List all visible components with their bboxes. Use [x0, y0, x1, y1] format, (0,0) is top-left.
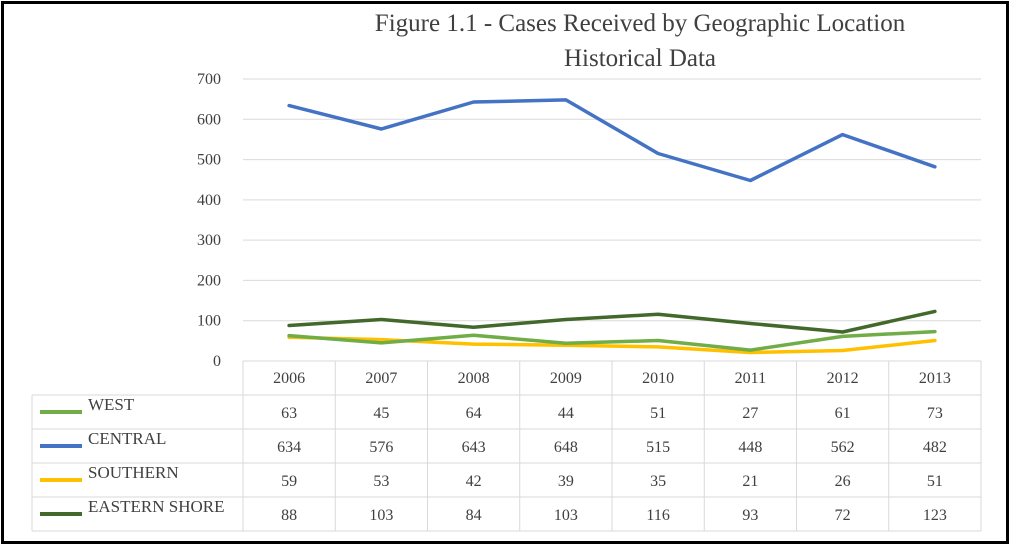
x-tick-label: 2007	[365, 370, 397, 387]
data-table-value: 634	[277, 439, 301, 456]
data-table-value: 562	[831, 439, 855, 456]
data-table-value: 93	[742, 507, 758, 524]
legend-label: CENTRAL	[88, 429, 166, 448]
y-tick-label: 100	[197, 313, 221, 330]
y-tick-label: 400	[197, 192, 221, 209]
y-tick-label: 600	[197, 111, 221, 128]
x-tick-label: 2009	[550, 370, 582, 387]
data-table-value: 64	[466, 405, 482, 422]
data-table-value: 51	[927, 473, 943, 490]
legend-label: EASTERN SHORE	[88, 497, 224, 516]
data-table-value: 123	[923, 507, 947, 524]
data-table-value: 26	[835, 473, 851, 490]
data-table-value: 103	[554, 507, 578, 524]
series-line-west	[287, 329, 937, 352]
data-table-value: 648	[554, 439, 578, 456]
data-table-value: 643	[462, 439, 486, 456]
data-table-value: 44	[558, 405, 574, 422]
data-table-value: 53	[373, 473, 389, 490]
data-table-value: 116	[646, 507, 669, 524]
data-table-value: 42	[466, 473, 482, 490]
y-tick-label: 200	[197, 272, 221, 289]
data-table-value: 27	[742, 405, 758, 422]
x-tick-label: 2010	[642, 370, 674, 387]
data-table-value: 88	[281, 507, 297, 524]
data-table-value: 35	[650, 473, 666, 490]
data-table-value: 45	[373, 405, 389, 422]
series-line-southern	[287, 335, 937, 355]
x-tick-label: 2006	[273, 370, 305, 387]
data-table-value: 73	[927, 405, 943, 422]
y-tick-label: 0	[213, 353, 221, 370]
x-tick-label: 2012	[827, 370, 859, 387]
y-axis: 0 100 200 300 400 500 600 700	[197, 71, 221, 370]
legend-label: SOUTHERN	[88, 463, 179, 482]
data-table-value: 63	[281, 405, 297, 422]
data-table-value: 72	[835, 507, 851, 524]
chart-title: Figure 1.1 - Cases Received by Geographi…	[375, 10, 906, 37]
data-table-value: 448	[738, 439, 762, 456]
series-line-central	[287, 98, 937, 183]
data-table-value: 103	[369, 507, 393, 524]
chart-subtitle: Historical Data	[564, 45, 716, 72]
data-table-value: 21	[742, 473, 758, 490]
data-table-value: 59	[281, 473, 297, 490]
x-tick-label: 2013	[919, 370, 951, 387]
plot-area	[287, 98, 937, 355]
x-tick-label: 2011	[735, 370, 766, 387]
y-tick-label: 500	[197, 152, 221, 169]
gridlines	[243, 78, 981, 322]
data-table-value: 84	[466, 507, 482, 524]
series-line-eastern-shore	[287, 309, 937, 334]
data-table-value: 515	[646, 439, 670, 456]
data-table-value: 51	[650, 405, 666, 422]
data-table-value: 61	[835, 405, 851, 422]
legend-label: WEST	[88, 395, 135, 414]
x-tick-label: 2008	[458, 370, 490, 387]
y-tick-label: 700	[197, 71, 221, 88]
data-table-value: 576	[369, 439, 393, 456]
data-table-value: 482	[923, 439, 947, 456]
data-table-value: 39	[558, 473, 574, 490]
y-tick-label: 300	[197, 232, 221, 249]
